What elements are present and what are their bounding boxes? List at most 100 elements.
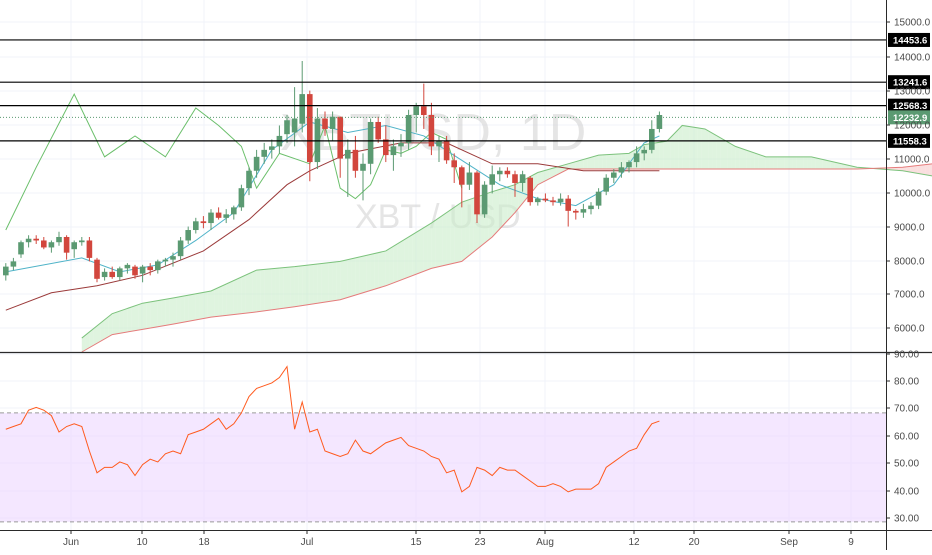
cloud-segment (447, 210, 451, 265)
cloud-segment (333, 262, 337, 301)
cloud-segment (808, 157, 812, 169)
price-tick-label: 8000.0 (894, 257, 925, 268)
cloud-segment (804, 157, 808, 169)
cloud-segment (819, 159, 823, 169)
candle-body (596, 192, 602, 206)
cloud-segment (409, 235, 413, 277)
price-tick-label: 15000.0 (894, 18, 931, 29)
cloud-segment (488, 192, 492, 240)
candle (603, 174, 609, 195)
candle-body (337, 117, 343, 159)
cloud-segment (112, 312, 116, 334)
cloud-segment (276, 268, 280, 309)
cloud-segment (131, 306, 135, 331)
price-tick-label: 11000.0 (894, 155, 930, 166)
candle-body (353, 150, 359, 171)
candle (178, 237, 184, 260)
candle-body (170, 256, 176, 259)
candle (307, 91, 313, 182)
candle-body (132, 267, 138, 276)
cloud-segment (405, 237, 409, 279)
cloud-segment (766, 157, 770, 169)
cloud-segment (416, 230, 420, 274)
cloud-segment (724, 140, 728, 169)
candle-body (489, 174, 495, 184)
cloud-segment (500, 188, 504, 229)
cloud-segment (591, 156, 595, 169)
cloud-segment (697, 128, 701, 169)
price-tick-label: 6000.0 (894, 324, 925, 335)
cloud-segment (158, 300, 162, 327)
cloud-segment (219, 286, 223, 316)
candle (33, 235, 39, 244)
cloud-segment (336, 261, 340, 300)
cloud-segment (234, 279, 238, 315)
cloud-segment (184, 295, 188, 322)
cloud-segment (200, 292, 204, 319)
candle (117, 267, 123, 281)
candle-body (102, 272, 108, 277)
candle-body (413, 106, 419, 115)
candle-body (535, 199, 541, 202)
time-tick-label: 18 (198, 537, 210, 548)
candle-body (292, 118, 298, 132)
cloud-segment (371, 254, 375, 291)
cloud-segment (504, 187, 508, 225)
candle-body (216, 213, 222, 218)
cloud-segment (298, 266, 302, 306)
cloud-segment (367, 254, 371, 291)
cloud-segment (435, 218, 439, 268)
cloud-segment (587, 157, 591, 169)
cloud-segment (105, 317, 109, 339)
cloud-segment (241, 275, 245, 313)
cloud-segment (458, 202, 462, 262)
candle-body (391, 146, 397, 155)
candle-body (550, 200, 556, 202)
cloud-segment (720, 138, 724, 169)
cloud-segment (238, 277, 242, 314)
candle-body (33, 239, 39, 241)
cloud-segment (314, 264, 318, 304)
cloud-segment (295, 266, 299, 307)
candle (201, 216, 207, 228)
cloud-segment (747, 150, 751, 169)
cloud-segment (257, 270, 261, 312)
cloud-segment (230, 281, 234, 315)
cloud-segment (310, 264, 314, 304)
cloud-segment (192, 294, 196, 321)
candle-body (41, 240, 47, 247)
candle-body (451, 160, 457, 167)
time-tick-label: Jul (301, 537, 314, 548)
cloud-segment (713, 133, 717, 169)
candle-body (49, 242, 55, 247)
cloud-segment (287, 267, 291, 308)
candle (223, 209, 229, 223)
candle (489, 166, 495, 194)
candle (527, 176, 533, 206)
cloud-segment (811, 157, 815, 169)
cloud-segment (621, 154, 625, 169)
cloud-segment (279, 268, 283, 309)
cloud-segment (785, 157, 789, 169)
cloud-segment (150, 301, 154, 328)
cloud-segment (663, 141, 667, 169)
candle-body (193, 221, 199, 230)
candle-body (163, 260, 169, 262)
candle-body (619, 167, 625, 172)
cloud-segment (390, 246, 394, 284)
cloud-segment (743, 149, 747, 169)
rsi-tick-label: 60.00 (894, 432, 919, 443)
cloud-segment (127, 307, 131, 332)
candle (269, 139, 275, 158)
cloud-segment (412, 232, 416, 275)
cloud-segment (124, 308, 128, 332)
candle (482, 181, 488, 218)
cloud-segment (325, 263, 329, 302)
candle (56, 232, 62, 246)
candle-body (520, 174, 526, 183)
candle-body (307, 94, 313, 162)
candle-body (558, 199, 564, 202)
candle (3, 263, 9, 280)
